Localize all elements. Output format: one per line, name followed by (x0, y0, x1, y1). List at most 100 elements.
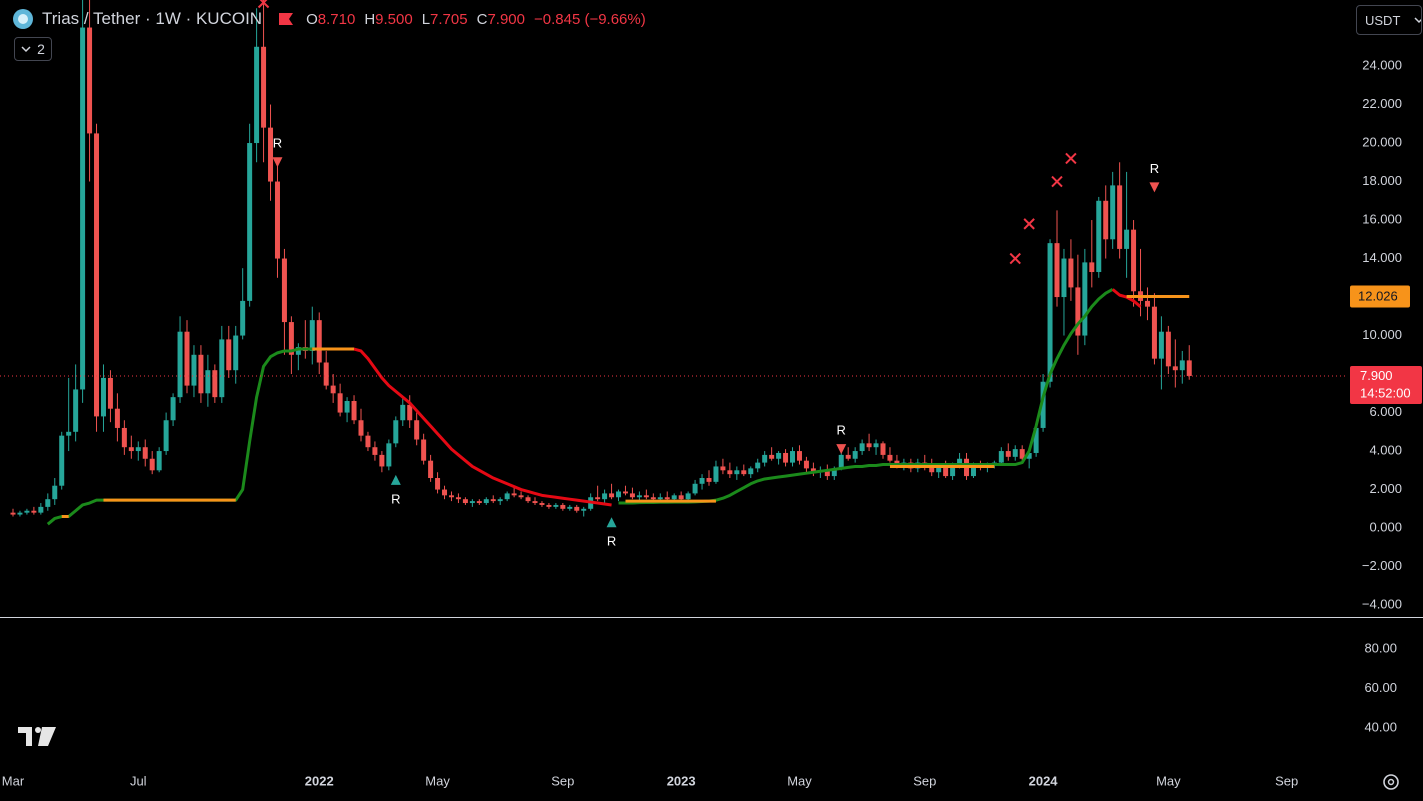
y-tick-label: 18.000 (1362, 173, 1402, 188)
candle-body (309, 320, 315, 351)
cross-signal (1065, 152, 1077, 165)
candle-body (142, 447, 148, 459)
sell-signal (836, 444, 847, 455)
settings-icon[interactable] (1383, 774, 1399, 790)
y-tick-label: −2.000 (1362, 558, 1402, 573)
candle-body (657, 497, 663, 500)
candle-body (1047, 243, 1053, 382)
candle-body (1096, 200, 1102, 273)
candle-body (1124, 229, 1130, 249)
x-tick-label: May (1156, 773, 1181, 788)
candle-body (616, 491, 622, 498)
candle-body (462, 499, 468, 504)
level-price-box (1350, 285, 1410, 308)
signal-label: R (1150, 161, 1159, 176)
candle-body (428, 460, 434, 479)
candle-body (233, 335, 239, 371)
candle-body (873, 443, 879, 448)
y-tick-label: 24.000 (1362, 57, 1402, 72)
open-label: O (306, 10, 318, 28)
candle-body (1165, 331, 1171, 367)
candle-body (713, 466, 719, 482)
candle-body (636, 495, 642, 498)
candle-body (414, 420, 420, 440)
candle-body (894, 460, 900, 465)
candle-body (1054, 243, 1060, 298)
candle-body (852, 451, 858, 459)
candle-body (609, 493, 615, 498)
candle-body (525, 497, 531, 502)
candle-body (1082, 262, 1088, 336)
candle-body (31, 510, 37, 513)
candle-body (483, 499, 489, 504)
x-tick-label: 2022 (305, 773, 334, 788)
candle-body (769, 454, 775, 459)
candle-body (1068, 258, 1074, 288)
candle-body (790, 451, 796, 463)
candle-body (1061, 258, 1067, 298)
candle-body (121, 427, 127, 448)
candle-body (748, 468, 754, 475)
ohlc-values: O 8.710 H 9.500 L 7.705 C 7.900 −0.845 (−9.6… (306, 11, 655, 28)
candle-body (970, 464, 976, 477)
candle-body (1040, 381, 1046, 428)
candle-body (393, 420, 399, 444)
indicators-toggle[interactable]: 2 (14, 37, 52, 61)
signal-label: R (607, 534, 616, 549)
candle-body (435, 478, 441, 490)
candle-body (1131, 229, 1137, 292)
sell-signal (1149, 182, 1160, 193)
candle-body (831, 468, 837, 477)
candle-body (407, 404, 413, 421)
x-tick-label: Sep (913, 773, 936, 788)
candle-body (532, 501, 538, 504)
candle-body (295, 347, 301, 355)
candle-body (1089, 262, 1095, 273)
candle-body (226, 339, 232, 371)
y-tick-label: 40.00 (1364, 719, 1397, 734)
candle-body (678, 495, 684, 500)
candle-body (727, 470, 733, 475)
candle-body (219, 339, 225, 398)
indicator-count: 2 (37, 41, 45, 57)
candle-body (838, 454, 844, 469)
currency-label: USDT (1365, 12, 1401, 28)
countdown-label: 14:52:00 (1360, 385, 1411, 400)
candle-body (741, 470, 747, 475)
candle-body (1172, 366, 1178, 371)
trend-line (61, 295, 1190, 519)
signal-label: R (391, 491, 400, 506)
y-tick-label: 14.000 (1362, 250, 1402, 265)
candle-body (706, 478, 712, 482)
candle-body (80, 27, 86, 390)
symbol-name[interactable]: Trias / Tether · 1W · KUCOIN (42, 9, 263, 28)
candle-body (546, 504, 552, 507)
candle-body (184, 331, 190, 386)
low-value: 7.705 (430, 10, 468, 28)
candle-body (205, 370, 211, 394)
level-price-label: 12.026 (1358, 288, 1398, 303)
candle-body (643, 495, 649, 498)
candle-body (1012, 449, 1018, 457)
cross-signal (257, 0, 270, 9)
flag-icon[interactable] (278, 11, 294, 27)
candle-body (950, 464, 956, 477)
candle-body (455, 497, 461, 500)
currency-select[interactable]: USDT (1356, 5, 1422, 35)
candle-body (497, 499, 503, 502)
candle-body (421, 439, 427, 461)
candle-body (998, 451, 1004, 463)
candle-body (518, 495, 524, 498)
y-tick-label: 0.000 (1369, 519, 1402, 534)
y-tick-label: 80.00 (1364, 640, 1397, 655)
y-tick-label: 22.000 (1362, 96, 1402, 111)
candle-body (156, 451, 162, 471)
symbol-icon (13, 9, 33, 29)
candle-body (45, 499, 51, 507)
trend-line (312, 288, 1142, 507)
high-value: 9.500 (375, 10, 413, 28)
close-value: 7.900 (487, 10, 525, 28)
axes: −4.000−2.0000.0002.0004.0006.0008.00010.… (2, 57, 1422, 788)
candle-body (1019, 449, 1025, 459)
candle-body (100, 377, 106, 417)
